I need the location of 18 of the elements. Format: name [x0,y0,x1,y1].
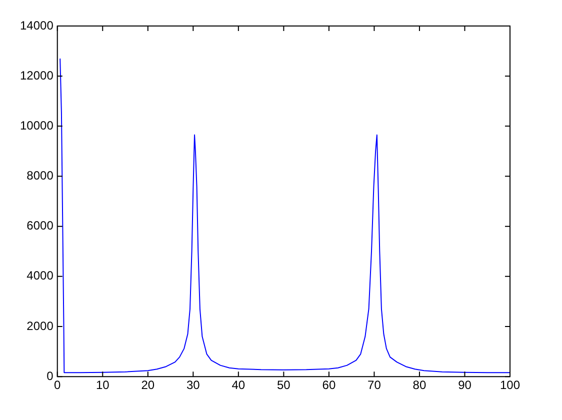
x-tick-label: 70 [368,378,382,392]
y-tick-label: 10000 [20,118,54,132]
y-tick-label: 8000 [26,168,54,183]
x-tick-label: 20 [141,378,155,392]
y-tick-label: 6000 [26,218,54,233]
y-tick-label: 4000 [26,268,54,283]
x-tick-label: 60 [322,378,336,392]
x-tick-label: 50 [277,378,291,392]
x-tick-label: 90 [458,378,472,392]
y-tick-label: 14000 [20,18,54,32]
x-tick-label: 10 [96,378,110,392]
y-tick-label: 12000 [20,68,54,82]
x-tick-label: 100 [500,378,520,392]
y-tick-label: 0 [46,368,54,383]
y-tick-label: 2000 [26,318,54,333]
x-tick-label: 30 [186,378,200,392]
x-tick-label: 40 [232,378,246,392]
x-tick-label: 80 [412,378,426,392]
